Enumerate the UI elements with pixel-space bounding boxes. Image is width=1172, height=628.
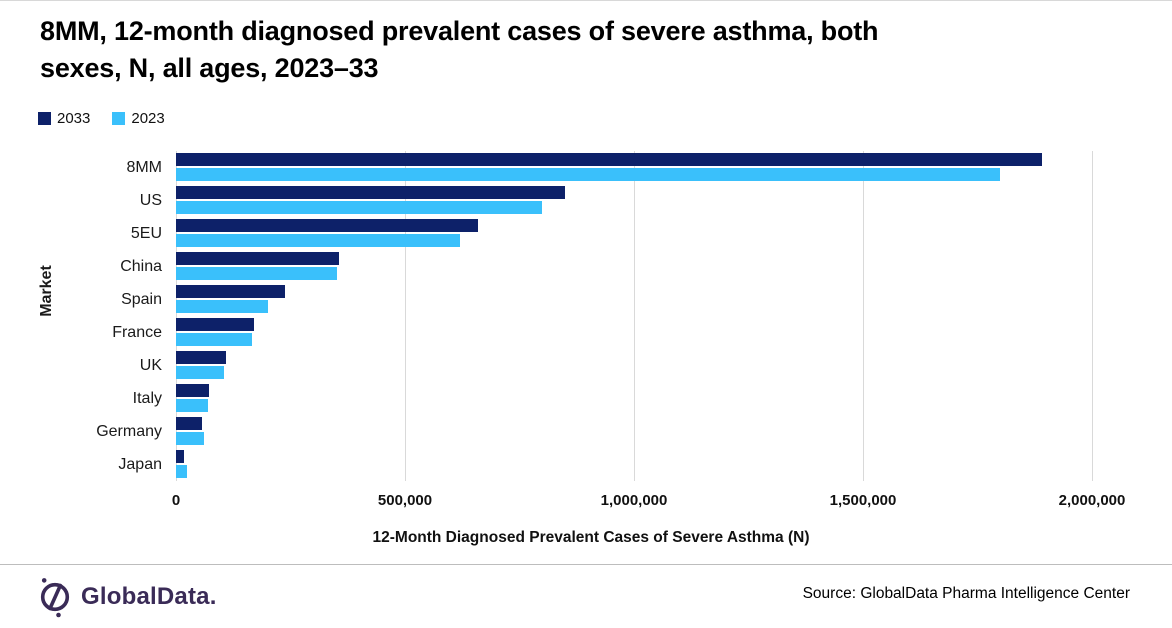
- y-axis-label-spain: Spain: [121, 290, 162, 308]
- x-tick-label: 1,500,000: [829, 492, 897, 509]
- bar-group-japan: [176, 448, 1092, 481]
- gridline: [176, 151, 177, 481]
- gridlines: [176, 151, 1093, 481]
- bar-5eu-2033: [176, 219, 479, 232]
- plot-area: [176, 151, 1093, 481]
- chart-title-line2: sexes, N, all ages, 2023–33: [40, 53, 379, 83]
- bar-group-italy: [176, 382, 1092, 415]
- bar-uk-2023: [176, 366, 225, 379]
- bar-us-2033: [176, 186, 566, 199]
- legend: 2033 2023: [38, 110, 165, 127]
- bar-group-5eu: [176, 217, 1092, 250]
- y-axis-label-china: China: [120, 257, 162, 275]
- bar-spain-2033: [176, 285, 285, 298]
- bar-germany-2033: [176, 417, 203, 430]
- bar-china-2033: [176, 252, 339, 265]
- bar-group-us: [176, 184, 1092, 217]
- legend-item-2023: 2023: [112, 110, 165, 127]
- globaldata-logo-text: GlobalData.: [81, 583, 217, 610]
- y-axis-label-us: US: [139, 191, 162, 209]
- bar-8mm-2033: [176, 153, 1042, 166]
- legend-item-2033: 2033: [38, 110, 90, 127]
- bar-germany-2023: [176, 432, 204, 445]
- x-tick-label: 500,000: [377, 492, 433, 509]
- y-axis-label-5eu: 5EU: [130, 224, 162, 242]
- gridline: [634, 151, 635, 481]
- gridline: [405, 151, 406, 481]
- x-axis-ticks: 0 500,000 1,000,000 1,500,000 2,000,000: [172, 492, 1126, 512]
- bar-8mm-2023: [176, 168, 1001, 181]
- globaldata-logo: GlobalData.: [38, 576, 217, 618]
- bar-5eu-2023: [176, 234, 460, 247]
- legend-swatch-2033: [38, 112, 51, 125]
- y-axis-label-japan: Japan: [118, 455, 162, 473]
- y-axis-label-uk: UK: [139, 356, 162, 374]
- bar-rows: [176, 151, 1092, 481]
- chart-title-line1: 8MM, 12-month diagnosed prevalent cases …: [40, 16, 879, 46]
- x-tick-label: 1,000,000: [600, 492, 668, 509]
- bar-china-2023: [176, 267, 338, 280]
- chart-title: 8MM, 12-month diagnosed prevalent cases …: [40, 13, 1140, 87]
- bar-uk-2033: [176, 351, 227, 364]
- bar-france-2023: [176, 333, 253, 346]
- bar-france-2033: [176, 318, 254, 331]
- y-axis-label-8mm: 8MM: [126, 158, 162, 176]
- legend-swatch-2023: [112, 112, 126, 125]
- bar-group-germany: [176, 415, 1092, 448]
- legend-label-2033: 2033: [57, 110, 91, 127]
- bar-japan-2033: [176, 450, 185, 463]
- bar-spain-2023: [176, 300, 268, 313]
- bar-group-8mm: [176, 151, 1092, 184]
- y-axis-labels: 8MM US 5EU China Spain France UK Italy Germany Ja…: [0, 151, 168, 481]
- footer-divider: [0, 564, 1172, 565]
- bar-italy-2033: [176, 384, 209, 397]
- bar-group-uk: [176, 349, 1092, 382]
- globaldata-logo-icon: [40, 578, 70, 618]
- gridline: [863, 151, 864, 481]
- bar-group-china: [176, 250, 1092, 283]
- bar-us-2023: [176, 201, 543, 214]
- y-axis-label-italy: Italy: [132, 389, 162, 407]
- y-axis-label-france: France: [112, 323, 162, 341]
- x-axis-title: 12-Month Diagnosed Prevalent Cases of Se…: [372, 529, 810, 546]
- bar-group-spain: [176, 283, 1092, 316]
- source-text: Source: GlobalData Pharma Intelligence C…: [802, 585, 1130, 602]
- gridline: [1092, 151, 1093, 481]
- y-axis-label-germany: Germany: [96, 422, 162, 440]
- bar-group-france: [176, 316, 1092, 349]
- bar-japan-2023: [176, 465, 187, 478]
- bar-italy-2023: [176, 399, 209, 412]
- x-tick-label: 0: [171, 492, 181, 509]
- x-tick-label: 2,000,000: [1058, 492, 1126, 509]
- legend-label-2023: 2023: [131, 110, 165, 127]
